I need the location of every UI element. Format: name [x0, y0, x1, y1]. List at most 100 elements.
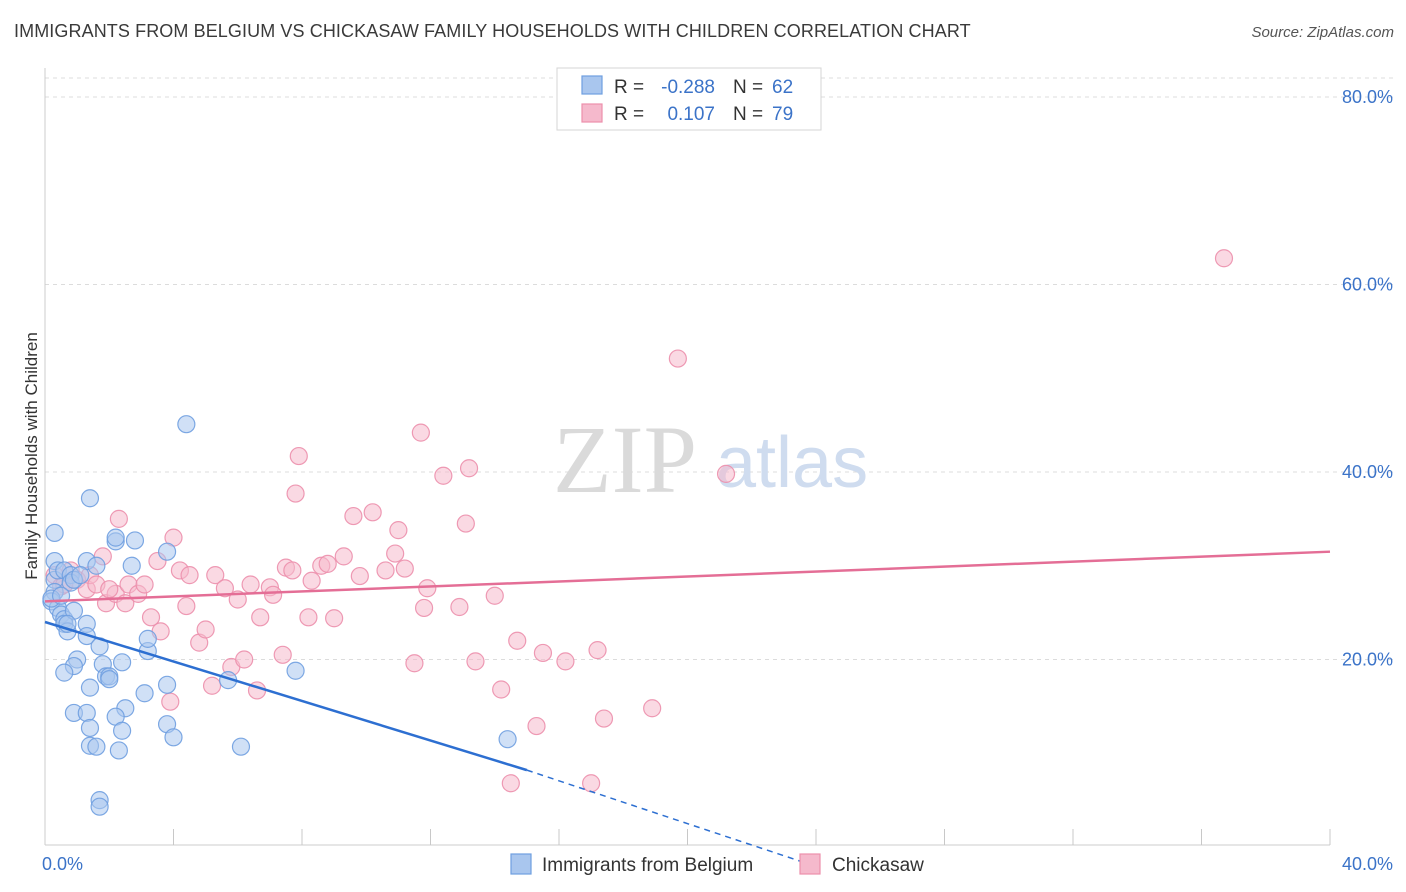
- legend-swatch-chickasaw: [581, 103, 603, 123]
- chickasaw-point: [582, 774, 601, 793]
- belgium-point: [112, 653, 132, 672]
- watermark-zip: ZIP: [553, 406, 697, 513]
- chickasaw-point: [527, 716, 546, 736]
- chickasaw-point: [716, 464, 736, 483]
- belgium-point: [135, 684, 154, 703]
- trend-lines: [44, 550, 1331, 862]
- belgium-point: [87, 556, 106, 575]
- chickasaw-point: [588, 641, 607, 660]
- chickasaw-point: [283, 561, 302, 580]
- belgium-point: [177, 415, 196, 434]
- y-tick-label: 60.0%: [1342, 275, 1393, 295]
- belgium-point: [87, 737, 106, 756]
- legend-swatch-belgium: [581, 75, 603, 95]
- watermark-atlas: atlas: [716, 423, 868, 503]
- belgium-point: [112, 721, 132, 740]
- chickasaw-point: [508, 631, 527, 650]
- chickasaw-point: [206, 566, 225, 585]
- points: [42, 249, 1234, 816]
- belgium-point: [231, 737, 251, 756]
- belgium-point: [80, 718, 100, 738]
- belgium-point: [45, 523, 64, 543]
- chickasaw-point: [177, 596, 196, 616]
- chickasaw-point: [350, 566, 369, 586]
- chickasaw-point: [302, 571, 321, 590]
- chickasaw-point: [263, 585, 283, 604]
- chickasaw-point: [344, 506, 363, 526]
- chickasaw-point: [109, 509, 128, 528]
- chickasaw-point: [594, 709, 614, 728]
- legend-r-value-belgium: -0.288: [661, 77, 715, 98]
- chickasaw-point: [411, 423, 430, 442]
- series-legend: Immigrants from Belgium Chickasaw: [510, 853, 924, 876]
- y-tick-label: 20.0%: [1342, 650, 1393, 670]
- chickasaw-point: [386, 544, 405, 563]
- chickasaw-point: [273, 645, 292, 664]
- chickasaw-point: [334, 547, 353, 566]
- bottom-legend-label-chickasaw: Chickasaw: [832, 855, 924, 876]
- chickasaw-point: [161, 692, 180, 711]
- source-label: Source: ZipAtlas.com: [1251, 24, 1394, 41]
- chickasaw-point: [196, 620, 215, 639]
- chart-title: IMMIGRANTS FROM BELGIUM VS CHICKASAW FAM…: [14, 21, 971, 41]
- belgium-point: [106, 528, 125, 547]
- belgium-point: [100, 670, 119, 689]
- belgium-point: [77, 703, 96, 723]
- chickasaw-point: [533, 643, 553, 663]
- belgium-point: [157, 542, 177, 561]
- axes: 20.0% 40.0% 60.0% 80.0% 0.0% 40.0%: [42, 68, 1393, 874]
- bottom-legend-swatch-belgium: [510, 853, 532, 875]
- chickasaw-point: [405, 654, 424, 673]
- chickasaw-point: [414, 598, 434, 618]
- chickasaw-point: [668, 349, 687, 368]
- belgium-point: [55, 663, 74, 682]
- chickasaw-point: [180, 566, 199, 585]
- chickasaw-point: [434, 466, 453, 485]
- belgium-point: [109, 741, 128, 760]
- chickasaw-point: [135, 575, 154, 594]
- chickasaw-point: [418, 579, 437, 598]
- chickasaw-point: [456, 514, 475, 533]
- bottom-legend-swatch-chickasaw: [799, 853, 821, 875]
- chickasaw-point: [643, 699, 662, 718]
- chickasaw-point: [141, 608, 161, 627]
- chickasaw-point: [299, 608, 318, 627]
- chickasaw-point: [241, 575, 260, 594]
- legend-n-value-belgium: 62: [772, 77, 793, 98]
- y-tick-label: 40.0%: [1342, 462, 1393, 482]
- chickasaw-point: [286, 484, 305, 503]
- chickasaw-point: [492, 680, 511, 699]
- belgium-trend-extension: [526, 769, 801, 862]
- chickasaw-point: [235, 650, 254, 669]
- chickasaw-point: [395, 559, 414, 578]
- belgium-point: [80, 489, 100, 508]
- chickasaw-point: [363, 503, 382, 522]
- correlation-legend: R = -0.288 N = 62 R = 0.107 N = 79: [556, 67, 822, 131]
- chickasaw-point: [289, 446, 308, 466]
- chickasaw-point: [556, 652, 575, 671]
- watermark: ZIP atlas: [553, 406, 868, 513]
- chickasaw-point: [1214, 249, 1234, 268]
- chickasaw-point: [376, 561, 395, 580]
- belgium-point: [122, 556, 141, 575]
- chickasaw-point: [215, 579, 234, 598]
- legend-r-label-chickasaw: R =: [614, 104, 644, 125]
- bottom-legend-label-belgium: Immigrants from Belgium: [542, 855, 753, 876]
- chickasaw-point: [100, 580, 119, 599]
- chickasaw-point: [450, 597, 469, 617]
- belgium-point: [286, 661, 305, 680]
- chickasaw-point: [485, 586, 504, 605]
- chickasaw-trend-line: [44, 550, 1331, 603]
- legend-n-label-belgium: N =: [733, 77, 763, 98]
- chickasaw-point: [466, 652, 485, 671]
- chickasaw-point: [251, 608, 270, 627]
- belgium-point: [71, 566, 90, 585]
- belgium-point: [90, 797, 109, 816]
- x-tick-label: 40.0%: [1342, 854, 1393, 874]
- y-axis-label: Family Households with Children: [22, 332, 41, 580]
- belgium-point: [125, 531, 145, 550]
- legend-r-value-chickasaw: 0.107: [667, 104, 715, 125]
- legend-r-label-belgium: R =: [614, 77, 644, 98]
- chickasaw-point: [501, 774, 520, 793]
